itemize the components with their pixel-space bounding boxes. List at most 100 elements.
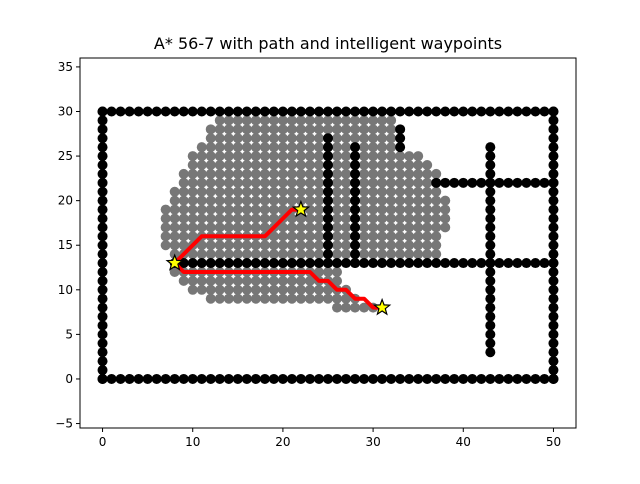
explored-node	[286, 186, 297, 197]
obstacle-node	[97, 159, 108, 170]
explored-node	[187, 159, 198, 170]
obstacle-node	[485, 266, 496, 277]
explored-node	[313, 222, 324, 233]
obstacle-node	[214, 258, 225, 269]
explored-node	[395, 177, 406, 188]
explored-node	[277, 186, 288, 197]
obstacle-node	[485, 142, 496, 153]
explored-node	[205, 275, 216, 286]
explored-node	[259, 222, 270, 233]
explored-node	[413, 168, 424, 179]
explored-node	[214, 275, 225, 286]
explored-node	[359, 204, 370, 215]
explored-node	[178, 275, 189, 286]
explored-node	[259, 213, 270, 224]
obstacle-node	[422, 258, 433, 269]
y-tick-label: −5	[55, 417, 73, 431]
obstacle-node	[323, 258, 333, 269]
obstacle-node	[548, 142, 559, 153]
explored-node	[295, 222, 306, 233]
obstacle-node	[404, 373, 415, 384]
explored-node	[268, 213, 279, 224]
explored-node	[187, 168, 198, 179]
explored-node	[368, 249, 379, 260]
explored-node	[241, 186, 252, 197]
obstacle-node	[97, 168, 108, 179]
obstacle-node	[440, 258, 451, 269]
explored-node	[332, 124, 343, 135]
explored-node	[377, 195, 388, 206]
obstacle-node	[350, 231, 361, 242]
explored-node	[332, 204, 343, 215]
explored-node	[359, 186, 370, 197]
explored-node	[431, 213, 442, 224]
explored-node	[223, 186, 234, 197]
obstacle-node	[232, 373, 243, 384]
explored-node	[350, 302, 361, 313]
explored-node	[386, 231, 397, 242]
explored-node	[304, 177, 315, 188]
explored-node	[386, 151, 397, 162]
explored-node	[323, 124, 333, 135]
obstacle-node	[151, 106, 162, 117]
explored-node	[205, 195, 216, 206]
obstacle-node	[205, 258, 216, 269]
explored-node	[359, 177, 370, 188]
obstacle-node	[548, 124, 559, 135]
explored-node	[187, 231, 198, 242]
explored-node	[304, 168, 315, 179]
explored-node	[214, 142, 225, 153]
x-tick-label: 10	[185, 435, 200, 449]
obstacle-node	[205, 373, 216, 384]
explored-node	[295, 186, 306, 197]
explored-node	[413, 240, 424, 251]
explored-node	[241, 151, 252, 162]
explored-node	[232, 151, 243, 162]
y-tick-label: 0	[65, 372, 73, 386]
explored-node	[332, 275, 343, 286]
explored-node	[232, 284, 243, 295]
explored-node	[413, 195, 424, 206]
obstacle-node	[97, 115, 108, 126]
explored-node	[205, 293, 216, 304]
explored-node	[304, 195, 315, 206]
explored-node	[313, 115, 324, 126]
explored-node	[277, 204, 288, 215]
obstacle-node	[548, 347, 559, 358]
obstacle-node	[178, 106, 189, 117]
explored-node	[241, 284, 252, 295]
obstacle-node	[359, 258, 370, 269]
explored-node	[377, 177, 388, 188]
explored-node	[341, 302, 352, 313]
explored-node	[250, 213, 261, 224]
obstacle-node	[214, 373, 225, 384]
explored-node	[250, 159, 261, 170]
explored-node	[277, 284, 288, 295]
obstacle-node	[395, 124, 406, 135]
obstacle-node	[476, 258, 487, 269]
explored-node	[313, 249, 324, 260]
obstacle-node	[323, 133, 333, 144]
obstacle-node	[323, 240, 333, 251]
obstacle-node	[548, 159, 559, 170]
explored-node	[422, 240, 433, 251]
explored-node	[323, 293, 333, 304]
explored-node	[395, 168, 406, 179]
explored-node	[404, 249, 415, 260]
explored-node	[196, 284, 207, 295]
obstacle-node	[368, 258, 379, 269]
obstacle-node	[350, 159, 361, 170]
obstacle-node	[395, 373, 406, 384]
explored-node	[386, 124, 397, 135]
explored-node	[295, 240, 306, 251]
explored-node	[295, 124, 306, 135]
explored-node	[286, 275, 297, 286]
explored-node	[160, 222, 171, 233]
obstacle-node	[286, 258, 297, 269]
obstacle-node	[295, 106, 306, 117]
obstacle-node	[548, 258, 559, 269]
explored-node	[241, 177, 252, 188]
explored-node	[332, 302, 343, 313]
waypoint-star	[165, 253, 184, 271]
explored-node	[332, 159, 343, 170]
